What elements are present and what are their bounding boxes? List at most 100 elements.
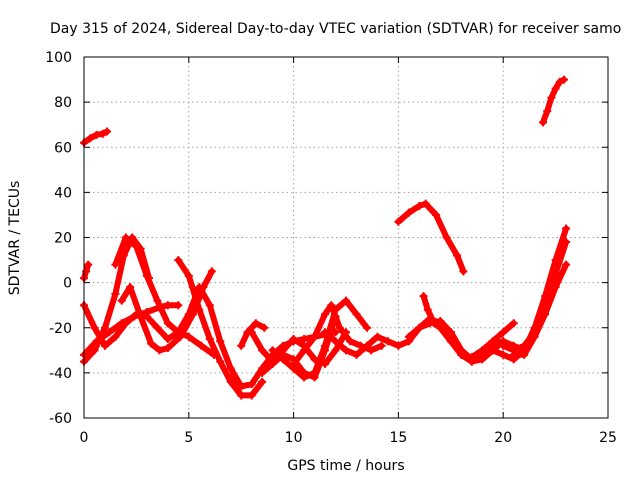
data-point bbox=[136, 312, 145, 321]
data-point bbox=[342, 296, 350, 305]
data-point bbox=[247, 391, 256, 400]
series-line bbox=[81, 284, 245, 390]
data-point bbox=[176, 332, 185, 341]
data-point bbox=[105, 328, 114, 337]
data-series-arc1 bbox=[80, 127, 112, 147]
data-point bbox=[260, 323, 269, 332]
data-point bbox=[237, 341, 246, 350]
data-point bbox=[488, 346, 497, 355]
x-tick-label: 15 bbox=[389, 430, 407, 446]
series-line bbox=[112, 234, 217, 358]
data-point bbox=[92, 337, 101, 346]
data-point bbox=[331, 346, 340, 355]
data-point bbox=[111, 260, 120, 269]
data-series-arc3 bbox=[394, 199, 468, 276]
x-tick-label: 20 bbox=[494, 430, 512, 446]
data-series-arc19 bbox=[419, 292, 476, 366]
chart-title: Day 315 of 2024, Sidereal Day-to-day VTE… bbox=[50, 21, 621, 37]
data-point bbox=[82, 267, 91, 276]
data-point bbox=[226, 364, 235, 373]
data-point bbox=[331, 337, 340, 346]
tick-labels: 0 5 10 15 20 25 -60 -40 -20 0 20 40 60 80 100 bbox=[45, 50, 617, 446]
data-point bbox=[457, 350, 466, 359]
y-tick-label: -20 bbox=[49, 321, 72, 337]
data-point bbox=[520, 350, 529, 359]
data-series-group bbox=[80, 75, 571, 400]
x-axis-label: GPS time / hours bbox=[287, 458, 404, 474]
data-point bbox=[436, 323, 445, 332]
data-point bbox=[459, 267, 468, 276]
data-point bbox=[268, 346, 277, 355]
data-point bbox=[436, 316, 445, 325]
y-tick-label: -60 bbox=[49, 411, 72, 427]
data-point bbox=[142, 271, 151, 280]
data-point bbox=[551, 269, 560, 278]
data-point bbox=[453, 251, 462, 260]
data-point bbox=[404, 208, 413, 217]
data-point bbox=[430, 319, 439, 328]
data-point bbox=[92, 130, 101, 139]
data-point bbox=[205, 301, 214, 310]
data-point bbox=[258, 368, 267, 377]
data-point bbox=[321, 310, 330, 319]
data-point bbox=[352, 350, 361, 359]
data-point bbox=[84, 260, 93, 269]
data-point bbox=[207, 267, 216, 276]
data-series-arc20 bbox=[467, 319, 518, 362]
data-point bbox=[321, 328, 330, 337]
x-tick-label: 5 bbox=[184, 430, 193, 446]
data-point bbox=[373, 332, 382, 341]
data-point bbox=[184, 271, 193, 280]
data-point bbox=[98, 129, 107, 138]
data-point bbox=[163, 319, 172, 328]
y-tick-label: 40 bbox=[54, 185, 72, 201]
data-point bbox=[335, 323, 344, 332]
data-point bbox=[394, 217, 403, 226]
data-point bbox=[258, 377, 267, 386]
data-point bbox=[551, 84, 560, 93]
data-point bbox=[121, 233, 130, 242]
x-tick-label: 10 bbox=[285, 430, 303, 446]
data-point bbox=[126, 283, 135, 292]
data-point bbox=[86, 134, 95, 143]
data-point bbox=[562, 260, 571, 269]
data-point bbox=[562, 224, 571, 233]
series-line bbox=[540, 76, 567, 126]
data-point bbox=[499, 350, 508, 359]
data-point bbox=[321, 341, 330, 350]
data-point bbox=[279, 355, 288, 364]
data-point bbox=[155, 346, 164, 355]
plot-frame bbox=[83, 56, 609, 419]
data-point bbox=[174, 256, 183, 265]
data-point bbox=[247, 380, 256, 389]
data-point bbox=[310, 368, 319, 377]
data-point bbox=[111, 289, 120, 298]
data-point bbox=[300, 373, 309, 382]
data-point bbox=[163, 344, 172, 353]
data-point bbox=[367, 346, 376, 355]
data-point bbox=[383, 337, 392, 346]
data-point bbox=[300, 346, 309, 355]
data-point bbox=[205, 335, 214, 344]
data-point bbox=[258, 346, 267, 355]
data-point bbox=[197, 341, 206, 350]
x-tick-label: 25 bbox=[599, 430, 617, 446]
data-point bbox=[289, 359, 298, 368]
data-point bbox=[111, 332, 120, 341]
data-point bbox=[346, 337, 355, 346]
data-point bbox=[488, 337, 497, 346]
data-point bbox=[216, 337, 225, 346]
data-point bbox=[142, 307, 151, 316]
data-point bbox=[163, 335, 172, 344]
data-point bbox=[195, 305, 204, 314]
data-point bbox=[100, 323, 109, 332]
data-series-arc8 bbox=[80, 301, 183, 359]
data-point bbox=[153, 323, 162, 332]
data-point bbox=[419, 292, 428, 301]
series-line bbox=[248, 329, 349, 367]
data-point bbox=[377, 341, 386, 350]
data-point bbox=[562, 238, 571, 247]
data-point bbox=[559, 75, 568, 84]
data-point bbox=[539, 118, 548, 127]
data-point bbox=[404, 332, 413, 341]
